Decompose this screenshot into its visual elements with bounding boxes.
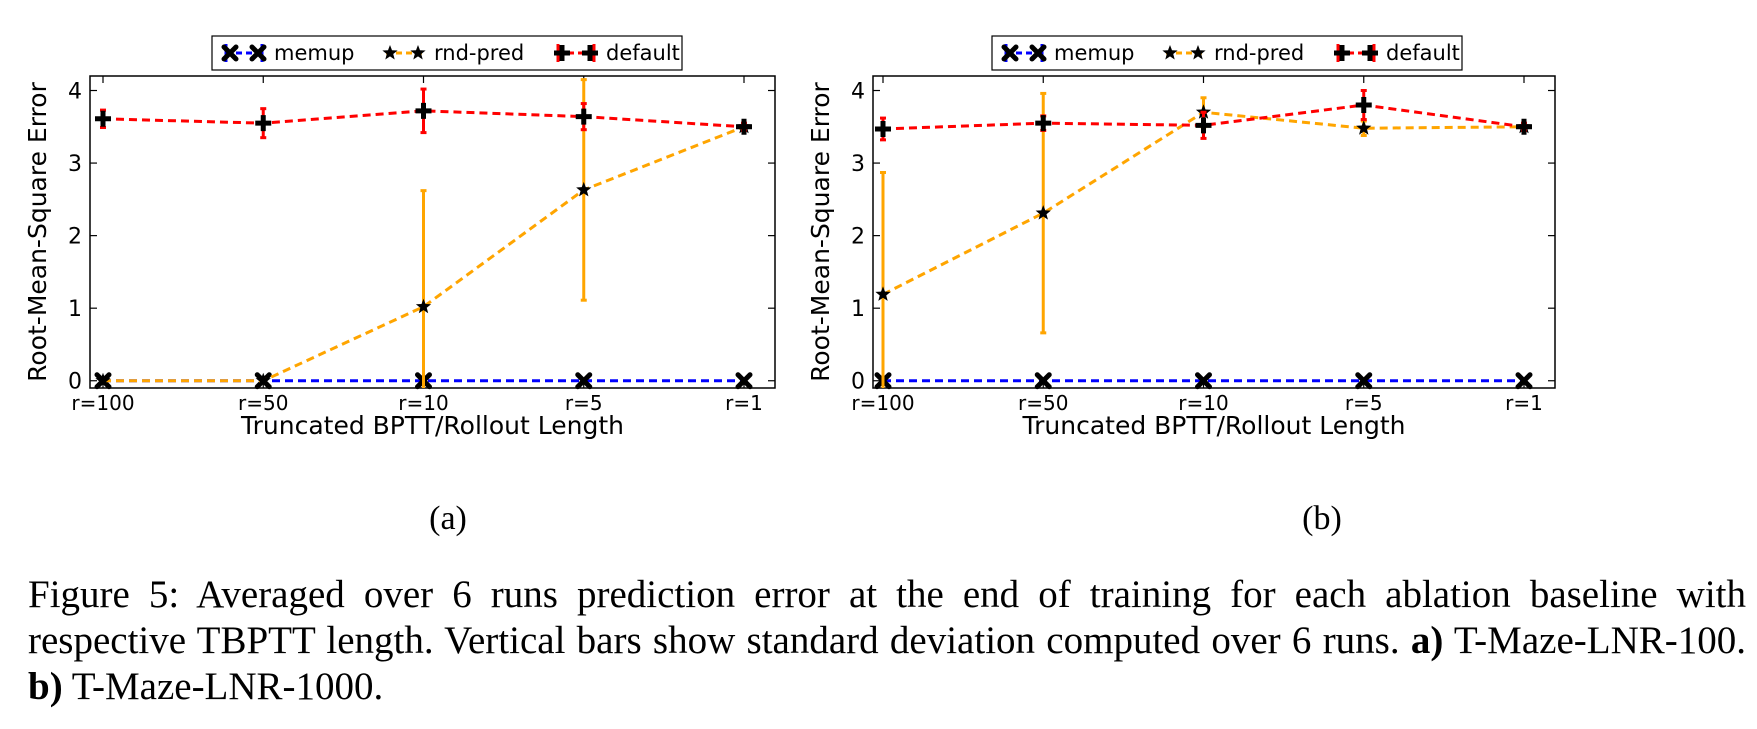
legend-marker bbox=[1334, 45, 1350, 61]
y-tick-label: 2 bbox=[851, 225, 865, 250]
data-point bbox=[1515, 372, 1533, 390]
legend-label-rnd-pred: rnd-pred bbox=[434, 41, 524, 65]
y-axis-label: Root-Mean-Square Error bbox=[806, 81, 835, 381]
legend-box bbox=[991, 35, 1463, 71]
x-tick-label: r=10 bbox=[1178, 391, 1228, 415]
series-default bbox=[875, 89, 1532, 142]
x-tick-label: r=100 bbox=[71, 391, 134, 415]
caption-b-label: b) bbox=[28, 665, 63, 708]
legend-marker bbox=[221, 44, 239, 62]
data-point bbox=[1356, 120, 1372, 135]
legend-marker bbox=[554, 45, 570, 61]
legend-marker bbox=[1001, 44, 1019, 62]
x-tick-label: r=1 bbox=[725, 391, 763, 415]
legend-marker bbox=[249, 44, 267, 62]
plot-frame bbox=[89, 75, 776, 389]
x-tick-label: r=5 bbox=[1345, 391, 1383, 415]
data-point bbox=[735, 372, 753, 390]
data-point bbox=[1195, 372, 1212, 390]
x-tick-label: r=100 bbox=[851, 391, 914, 415]
subcaption-b: (b) bbox=[1302, 500, 1342, 537]
legend-label-rnd-pred: rnd-pred bbox=[1214, 41, 1304, 65]
x-tick-label: r=1 bbox=[1505, 391, 1543, 415]
y-tick-label: 0 bbox=[68, 370, 82, 395]
y-tick-label: 4 bbox=[851, 80, 865, 105]
legend-label-default: default bbox=[1386, 41, 1460, 65]
caption-a-text: T-Maze-LNR-100. bbox=[1443, 619, 1746, 662]
data-point bbox=[575, 372, 593, 390]
data-point bbox=[875, 120, 891, 137]
series-memup bbox=[874, 372, 1533, 390]
data-point bbox=[1035, 115, 1052, 132]
data-point bbox=[736, 118, 752, 135]
x-tick-label: r=50 bbox=[1018, 391, 1068, 415]
data-point bbox=[1355, 97, 1372, 114]
data-point bbox=[576, 181, 592, 197]
legend-label-memup: memup bbox=[1054, 41, 1134, 65]
y-tick-label: 4 bbox=[68, 80, 82, 105]
data-point bbox=[1034, 372, 1052, 390]
data-point bbox=[255, 372, 271, 388]
data-point bbox=[575, 108, 592, 125]
series-line bbox=[882, 103, 1525, 131]
y-tick-label: 1 bbox=[68, 297, 82, 322]
data-point bbox=[1516, 118, 1532, 135]
x-axis-label: Truncated BPTT/Rollout Length bbox=[240, 411, 624, 440]
legend-label-default: default bbox=[606, 41, 680, 65]
data-point bbox=[1355, 372, 1373, 390]
y-tick-label: 2 bbox=[68, 225, 82, 250]
legend-marker bbox=[1362, 45, 1378, 61]
data-point bbox=[1195, 117, 1212, 134]
legend-marker bbox=[382, 45, 398, 60]
data-point bbox=[875, 286, 891, 301]
legend-marker bbox=[1190, 45, 1206, 60]
x-tick-label: r=50 bbox=[238, 391, 288, 415]
legend-box bbox=[211, 35, 683, 71]
data-point bbox=[415, 102, 432, 119]
legend: memup rnd-pred default bbox=[991, 35, 1463, 71]
legend-marker bbox=[1162, 45, 1178, 60]
series-line bbox=[102, 109, 745, 129]
data-point bbox=[95, 110, 111, 127]
series-line bbox=[103, 125, 745, 383]
series-default bbox=[95, 87, 752, 140]
x-tick-label: r=10 bbox=[398, 391, 448, 415]
x-tick-label: r=5 bbox=[565, 391, 603, 415]
data-point bbox=[255, 115, 272, 132]
data-point bbox=[95, 372, 111, 388]
legend-marker bbox=[410, 45, 426, 60]
legend: memup rnd-pred default bbox=[211, 35, 683, 71]
data-point bbox=[1035, 205, 1051, 220]
caption-a-label: a) bbox=[1410, 619, 1444, 662]
data-point bbox=[415, 298, 432, 314]
caption-prefix: Figure 5: Averaged over 6 runs predictio… bbox=[28, 573, 1746, 662]
y-tick-label: 1 bbox=[851, 297, 865, 322]
y-axis-label: Root-Mean-Square Error bbox=[23, 81, 52, 381]
y-tick-label: 3 bbox=[851, 152, 865, 177]
chart-panel-a: 0 1 2 3 4 r=100 r=50 r=10 r=5 r=1 Truncated BPTT/R… bbox=[23, 35, 776, 440]
figure-caption: Figure 5: Averaged over 6 runs predictio… bbox=[28, 572, 1746, 710]
caption-b-text: T-Maze-LNR-1000. bbox=[62, 665, 384, 708]
x-axis-label: Truncated BPTT/Rollout Length bbox=[1022, 411, 1406, 440]
legend-label-memup: memup bbox=[274, 41, 354, 65]
legend-marker bbox=[1029, 44, 1047, 62]
subcaption-a: (a) bbox=[429, 500, 467, 537]
chart-panel-b: 0 1 2 3 4 r=100 r=50 r=10 r=5 r=1 Truncated BPTT/R… bbox=[806, 35, 1556, 440]
y-tick-label: 0 bbox=[851, 370, 865, 395]
plot-frame bbox=[872, 75, 1556, 389]
legend-marker bbox=[582, 45, 598, 61]
y-tick-label: 3 bbox=[68, 152, 82, 177]
